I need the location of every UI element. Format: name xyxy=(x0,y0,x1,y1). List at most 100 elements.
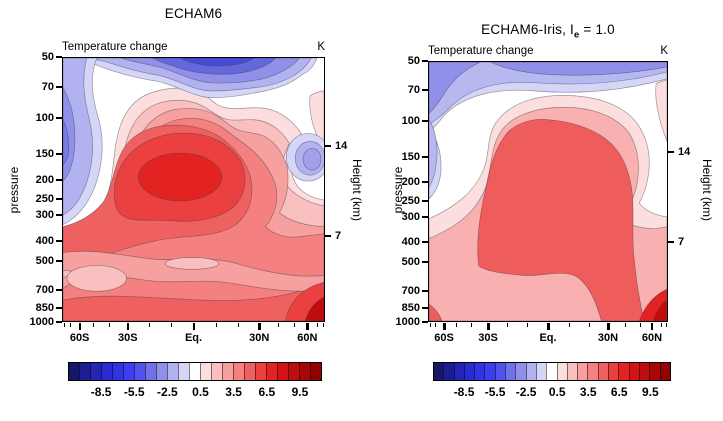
colorbar-segment xyxy=(200,363,211,380)
colorbar-segment xyxy=(618,363,629,380)
latitude-minor-tick-mark xyxy=(108,323,110,327)
pressure-tick-label: 850 xyxy=(401,301,420,314)
height-tick-mark xyxy=(668,241,674,244)
latitude-minor-tick-mark xyxy=(429,323,431,327)
pressure-tick-label: 70 xyxy=(407,84,420,97)
pressure-tick-label: 500 xyxy=(401,255,420,268)
colorbar-segment xyxy=(69,363,79,380)
latitude-tick-label: 60S xyxy=(69,332,90,344)
latitude-tick-mark xyxy=(443,323,446,330)
latitude-minor-tick-mark xyxy=(148,323,150,327)
latitude-tick-mark xyxy=(258,323,261,330)
colorbar-segment xyxy=(546,363,557,380)
contour-field-echam6-iris xyxy=(429,62,667,321)
latitude-tick-label: 30S xyxy=(117,332,138,344)
latitude-minor-tick-mark xyxy=(170,323,172,327)
colorbar-segment xyxy=(145,363,156,380)
colorbar-segment xyxy=(101,363,112,380)
colorbar-segment xyxy=(515,363,526,380)
colorbar-segment xyxy=(505,363,516,380)
colorbar-segment xyxy=(222,363,233,380)
height-axis-label-left: Height (km) xyxy=(350,130,364,250)
latitude-minor-tick-mark xyxy=(470,323,472,327)
colorbar xyxy=(68,362,322,381)
latitude-tick-mark xyxy=(547,323,550,330)
height-tick-label: 14 xyxy=(678,146,691,159)
latitude-tick-label: 30S xyxy=(478,332,498,344)
panel-title-suffix: = 1.0 xyxy=(579,22,615,37)
colorbar-segment xyxy=(577,363,588,380)
latitude-minor-tick-mark xyxy=(63,323,65,327)
pressure-tick-label: 50 xyxy=(41,51,54,63)
colorbar-segment xyxy=(211,363,222,380)
colorbar-segment xyxy=(178,363,189,380)
colorbar-tick-label: -2.5 xyxy=(157,385,178,399)
latitude-minor-tick-mark xyxy=(69,323,71,327)
colorbar-segment xyxy=(484,363,495,380)
colorbar-segment xyxy=(189,363,200,380)
latitude-minor-tick-mark xyxy=(435,323,437,327)
pressure-tick-label: 1000 xyxy=(29,316,54,328)
latitude-tick-mark xyxy=(126,323,130,330)
colorbar-segment xyxy=(494,363,506,380)
latitude-minor-tick-mark xyxy=(278,323,280,327)
colorbar-tick-label: 9.5 xyxy=(291,385,309,399)
latitude-minor-tick-mark xyxy=(660,323,662,327)
colorbar-segment xyxy=(90,363,101,380)
panel-subtitle-row: Temperature change K xyxy=(62,41,325,53)
colorbar-segment xyxy=(638,363,650,380)
colorbar-segment xyxy=(233,363,244,380)
colorbar-tick-label: 9.5 xyxy=(641,385,659,399)
colorbar-tick-label: 0.5 xyxy=(192,385,209,399)
colorbar-segment xyxy=(535,363,547,380)
latitude-minor-tick-mark xyxy=(639,323,641,327)
latitude-minor-tick-mark xyxy=(568,323,570,327)
panel-title-text: ECHAM6-Iris, I xyxy=(481,22,574,37)
height-axis-label-text: Height (km) xyxy=(350,158,364,221)
colorbar-segment xyxy=(587,363,598,380)
colorbar-segment xyxy=(649,363,660,380)
pressure-tick-label: 850 xyxy=(35,301,54,314)
latitude-minor-tick-mark xyxy=(317,323,319,327)
latitude-minor-tick-mark xyxy=(238,323,240,327)
colorbar-segment xyxy=(244,363,255,380)
latitude-minor-tick-mark xyxy=(216,323,218,327)
pressure-tick-label: 100 xyxy=(401,115,420,128)
colorbar-tick-label: 0.5 xyxy=(548,385,566,399)
colorbar-tick-label: -8.5 xyxy=(453,385,475,399)
latitude-tick-mark xyxy=(650,323,654,330)
panel-title-echam6-iris: ECHAM6-Iris, Ie = 1.0 xyxy=(428,22,668,41)
colorbar-tick-label: 6.5 xyxy=(610,385,628,399)
latitude-tick-mark xyxy=(487,323,490,330)
colorbar-segment xyxy=(453,363,464,380)
colorbar-segment xyxy=(255,363,266,380)
pressure-tick-label: 100 xyxy=(35,112,54,125)
unit-label: K xyxy=(317,41,325,53)
pressure-axis-label-left: pressure xyxy=(7,130,21,250)
colorbar-segment xyxy=(299,363,310,380)
panel-title-text: ECHAM6 xyxy=(164,6,223,21)
latitude-minor-tick-mark xyxy=(625,323,627,327)
latitude-minor-tick-mark xyxy=(456,323,458,327)
latitude-tick-mark xyxy=(607,323,610,330)
latitude-tick-label: 60N xyxy=(641,332,663,344)
height-axis-label-text: Height (km) xyxy=(700,158,714,221)
panel-subtitle-row: Temperature change K xyxy=(428,45,668,57)
latitude-tick-mark xyxy=(192,323,195,330)
unit-label: K xyxy=(660,45,668,57)
latitude-tick-label: 30N xyxy=(249,332,270,344)
pressure-tick-label: 50 xyxy=(407,55,420,67)
latitude-tick-label: 60N xyxy=(297,332,318,344)
colorbar-tick-label: 6.5 xyxy=(258,385,276,399)
contour-field-echam6 xyxy=(63,58,324,321)
colorbar-tick-label: -8.5 xyxy=(90,385,112,399)
colorbar-segment xyxy=(628,363,639,380)
pressure-axis-label-right: pressure xyxy=(391,130,405,250)
colorbar-segment xyxy=(112,363,123,380)
pressure-axis-label-text: pressure xyxy=(7,166,21,214)
height-tick-mark xyxy=(325,234,331,237)
contour-plot-echam6 xyxy=(62,57,325,322)
contour-plot-echam6-iris xyxy=(428,61,668,322)
pressure-axis-label-text: pressure xyxy=(391,166,405,214)
